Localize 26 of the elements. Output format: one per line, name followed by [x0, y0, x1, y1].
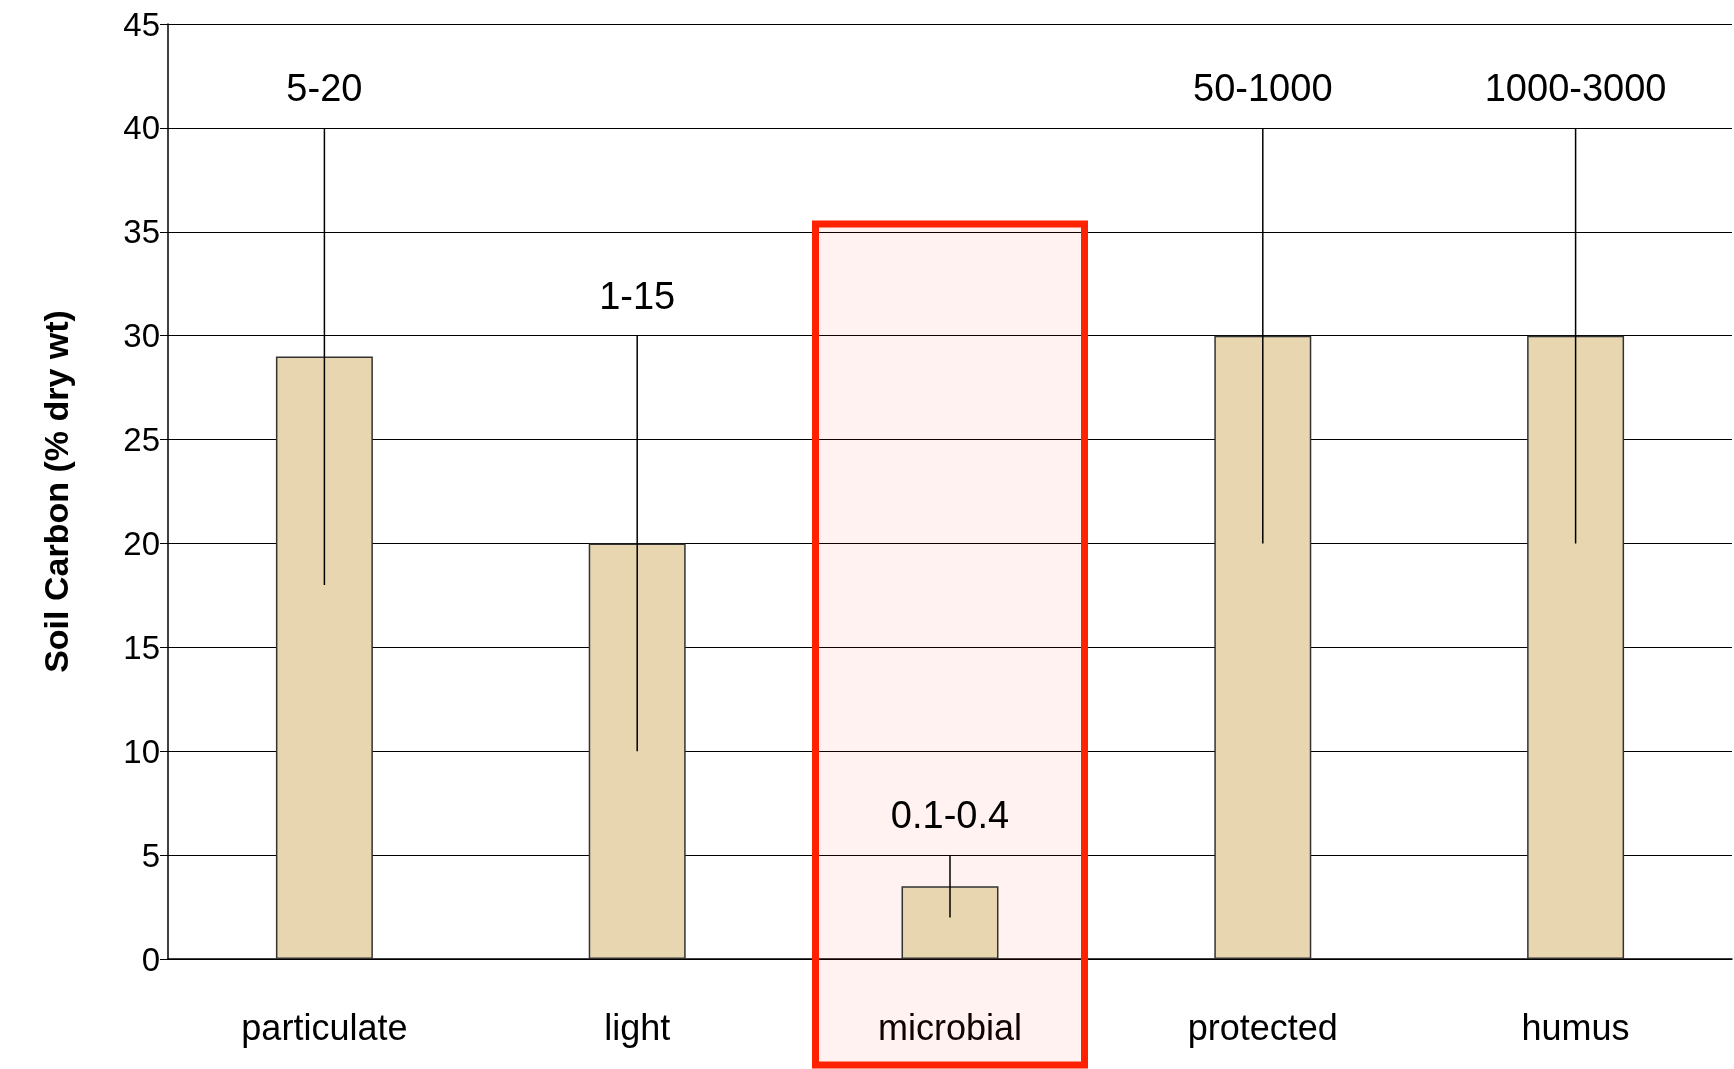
bar — [588, 543, 686, 959]
annotation: 50-1000 — [1193, 66, 1333, 109]
bar — [1214, 335, 1312, 959]
x-tick-label: humus — [1521, 1006, 1630, 1048]
annotation: 0.1-0.4 — [890, 794, 1010, 837]
bar — [275, 356, 373, 959]
annotation: 1-15 — [599, 274, 676, 317]
annotation: 1000-3000 — [1484, 66, 1667, 109]
x-tick-label: protected — [1187, 1006, 1338, 1048]
y-tick-label: 20 — [123, 524, 160, 562]
x-tick-label: microbial — [877, 1006, 1023, 1048]
y-tick-label: 0 — [141, 940, 160, 978]
y-tick-label: 35 — [123, 213, 160, 251]
x-tick-label: light — [604, 1006, 671, 1048]
y-tick-label: 40 — [123, 109, 160, 147]
y-tick-label: 25 — [123, 421, 160, 459]
y-tick-label: 45 — [123, 5, 160, 43]
x-tick-label: particulate — [241, 1006, 408, 1048]
bar — [901, 886, 999, 959]
y-axis-title: Soil Carbon (% dry wt) — [37, 310, 75, 673]
y-tick-label: 5 — [141, 836, 160, 874]
y-tick-label: 10 — [123, 732, 160, 770]
y-tick-label: 15 — [123, 628, 160, 666]
y-tick-label: 30 — [123, 317, 160, 355]
annotation: 5-20 — [286, 66, 363, 109]
bar — [1527, 335, 1625, 959]
